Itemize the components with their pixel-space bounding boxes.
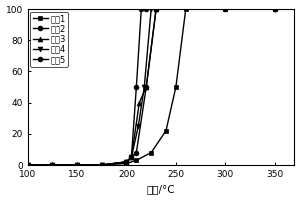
实例3 xyxy=(51,164,54,166)
实例1 xyxy=(100,164,103,166)
实例1 xyxy=(273,8,277,10)
实例3 xyxy=(26,164,29,166)
实例2 xyxy=(224,8,227,10)
实例1 xyxy=(51,164,54,166)
实例1 xyxy=(75,164,79,166)
实例2 xyxy=(100,164,103,166)
实例1 xyxy=(149,151,153,154)
实例4 xyxy=(149,8,153,10)
实例2 xyxy=(75,164,79,166)
实例4 xyxy=(125,161,128,163)
实例4 xyxy=(75,164,79,166)
实例3 xyxy=(75,164,79,166)
实例4 xyxy=(142,86,146,88)
实例5 xyxy=(75,164,79,166)
Line: 实例3: 实例3 xyxy=(25,7,158,167)
实例3 xyxy=(125,161,128,163)
实例5 xyxy=(51,164,54,166)
实例1 xyxy=(26,164,29,166)
实例2 xyxy=(125,161,128,163)
实例1 xyxy=(224,8,227,10)
实例4 xyxy=(51,164,54,166)
实例1 xyxy=(184,8,188,10)
实例3 xyxy=(144,86,148,88)
实例3 xyxy=(100,164,103,166)
实例1 xyxy=(174,86,178,88)
实例1 xyxy=(164,130,168,132)
Line: 实例4: 实例4 xyxy=(25,7,154,167)
实例2 xyxy=(51,164,54,166)
实例4 xyxy=(136,125,140,127)
实例2 xyxy=(273,8,277,10)
实例2 xyxy=(144,86,148,88)
Line: 实例2: 实例2 xyxy=(25,7,277,167)
实例5 xyxy=(125,161,128,163)
实例5 xyxy=(273,8,277,10)
实例5 xyxy=(130,156,133,158)
Line: 实例1: 实例1 xyxy=(25,7,277,167)
Line: 实例5: 实例5 xyxy=(25,7,277,167)
Legend: 实例1, 实例2, 实例3, 实例4, 实例5: 实例1, 实例2, 实例3, 实例4, 实例5 xyxy=(30,12,68,67)
实例1 xyxy=(125,162,128,165)
实例3 xyxy=(154,8,158,10)
实例5 xyxy=(144,8,148,10)
实例5 xyxy=(100,164,103,166)
实例5 xyxy=(135,86,138,88)
实例4 xyxy=(100,164,103,166)
X-axis label: 温度/°C: 温度/°C xyxy=(147,184,175,194)
实例4 xyxy=(26,164,29,166)
实例4 xyxy=(130,156,133,158)
实例3 xyxy=(130,156,133,158)
实例1 xyxy=(135,159,138,162)
实例2 xyxy=(26,164,29,166)
实例2 xyxy=(154,8,158,10)
实例5 xyxy=(26,164,29,166)
实例3 xyxy=(137,101,141,104)
实例5 xyxy=(140,8,143,10)
实例2 xyxy=(135,151,138,154)
